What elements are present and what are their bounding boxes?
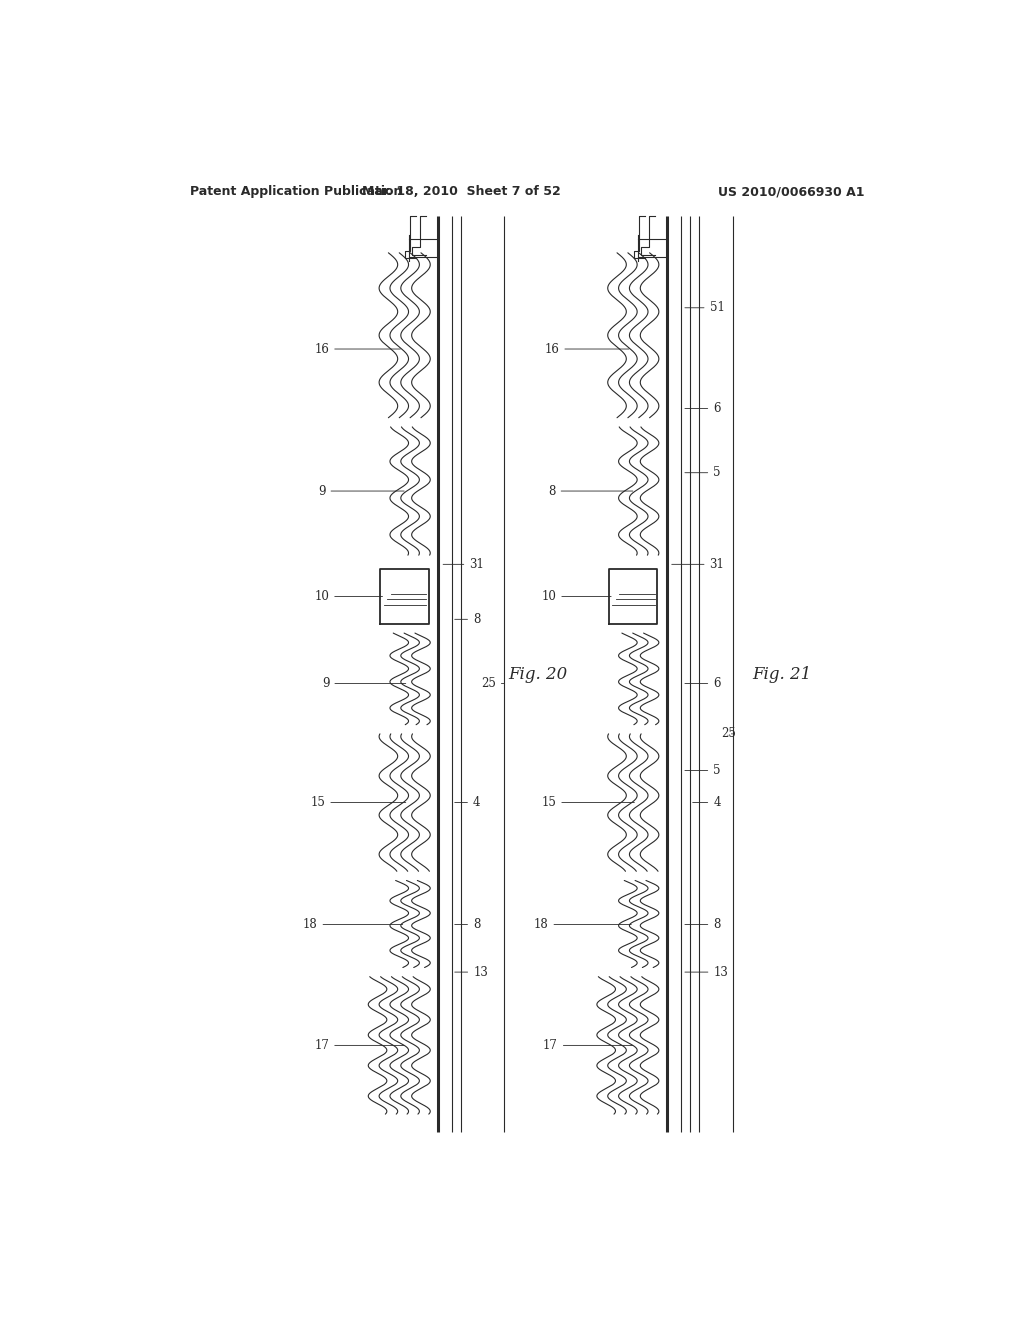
Text: 15: 15 xyxy=(542,796,635,809)
Text: 18: 18 xyxy=(303,917,402,931)
Text: 10: 10 xyxy=(542,590,611,603)
Text: 17: 17 xyxy=(543,1039,633,1052)
Text: 16: 16 xyxy=(314,342,400,355)
Text: 8: 8 xyxy=(455,917,480,931)
Text: 4: 4 xyxy=(692,796,721,809)
Text: 13: 13 xyxy=(685,966,728,978)
Text: 6: 6 xyxy=(685,403,721,414)
Text: 8: 8 xyxy=(685,917,721,931)
Text: US 2010/0066930 A1: US 2010/0066930 A1 xyxy=(718,185,864,198)
Text: 9: 9 xyxy=(322,677,406,690)
Text: 5: 5 xyxy=(685,466,721,479)
Text: 17: 17 xyxy=(314,1039,404,1052)
Text: 31: 31 xyxy=(672,558,724,570)
Text: 15: 15 xyxy=(310,796,406,809)
Text: 25: 25 xyxy=(481,677,504,690)
Text: 25: 25 xyxy=(721,727,736,741)
Text: 6: 6 xyxy=(685,677,721,690)
Text: 8: 8 xyxy=(455,612,480,626)
Text: Patent Application Publication: Patent Application Publication xyxy=(190,185,402,198)
Text: 31: 31 xyxy=(443,558,484,570)
Text: Fig. 20: Fig. 20 xyxy=(508,665,567,682)
Text: 4: 4 xyxy=(455,796,480,809)
Text: 18: 18 xyxy=(534,917,631,931)
Text: Mar. 18, 2010  Sheet 7 of 52: Mar. 18, 2010 Sheet 7 of 52 xyxy=(361,185,560,198)
Text: 51: 51 xyxy=(685,301,724,314)
Text: 16: 16 xyxy=(545,342,629,355)
Text: 9: 9 xyxy=(318,484,404,498)
Text: 13: 13 xyxy=(455,966,488,978)
Text: 10: 10 xyxy=(314,590,383,603)
Text: 8: 8 xyxy=(548,484,633,498)
Text: 5: 5 xyxy=(685,764,721,777)
Text: Fig. 21: Fig. 21 xyxy=(752,665,811,682)
